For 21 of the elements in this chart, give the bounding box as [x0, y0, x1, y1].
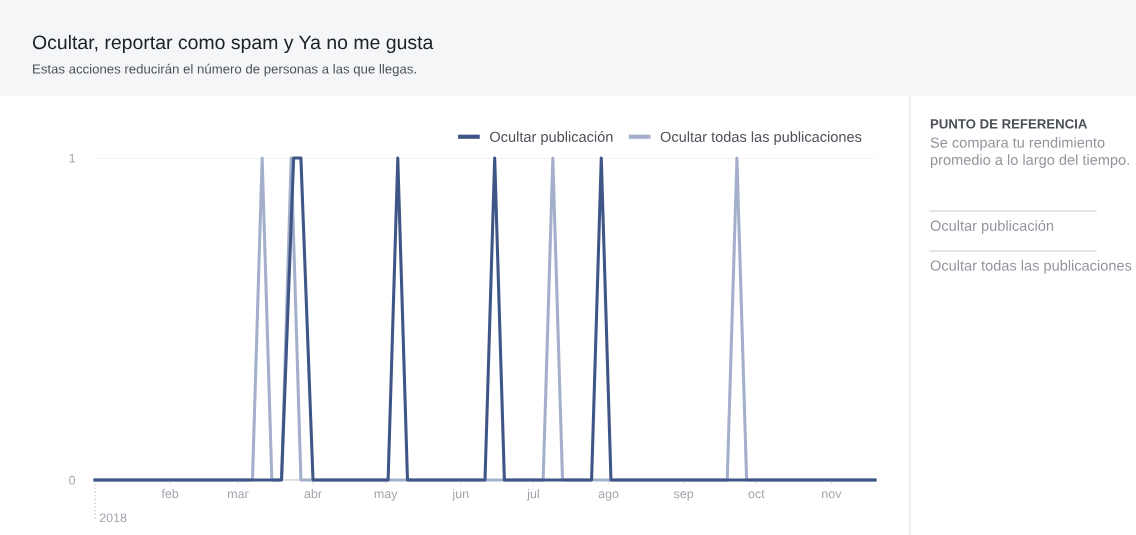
x-tick-label: feb [161, 489, 179, 499]
chart-title: Ocultar, reportar como spam y Ya no me gusta [32, 34, 434, 54]
text: Ocultar publicación [930, 220, 1054, 234]
x-tick-label: jun [452, 489, 469, 501]
annotation: 2018 [99, 513, 127, 523]
text: PUNTO DE REFERENCIA [930, 119, 1088, 129]
x-tick-label: abr [304, 489, 322, 499]
x-tick-label: mar [227, 491, 249, 499]
text: Ocultar todas las publicaciones [930, 260, 1132, 274]
x-tick-label: oct [748, 490, 765, 499]
y-tick-label: 0 [69, 475, 76, 485]
x-tick-label: jul [526, 489, 539, 501]
x-tick-label: may [374, 491, 398, 501]
x-tick-label: ago [598, 491, 619, 501]
chart-subtitle: Estas acciones reducirán el número de personas a las que llegas. [33, 63, 416, 77]
legend-label: Ocultar todas las publicaciones [660, 131, 862, 145]
text: Se compara tu rendimiento promedio a lo largo del tiempo. [930, 137, 1129, 168]
x-tick-label: nov [822, 491, 842, 499]
legend-label: Ocultar publicación [490, 131, 613, 145]
x-tick-label: sep [673, 491, 694, 501]
y-tick-label: 1 [69, 153, 75, 163]
